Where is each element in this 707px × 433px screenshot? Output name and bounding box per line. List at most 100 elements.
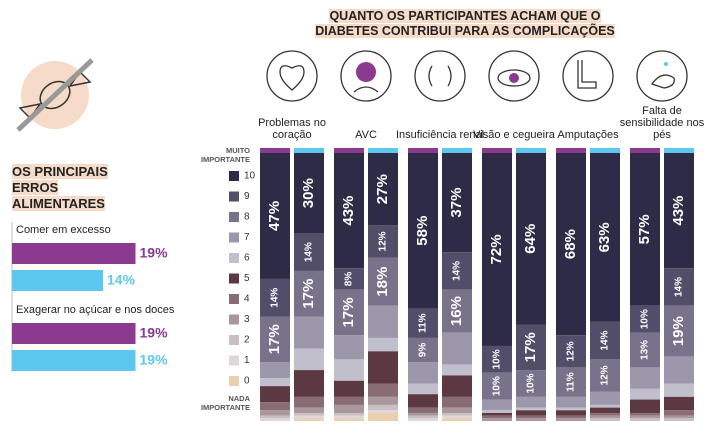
value-label: 10% xyxy=(640,309,651,329)
value-label: 19% xyxy=(140,352,169,368)
bar-segment xyxy=(664,268,694,306)
bar-segment xyxy=(664,305,694,357)
bar-segment xyxy=(482,345,512,373)
panel-title-text: OS PRINCIPAIS ERROS ALIMENTARES xyxy=(12,164,108,211)
value-label: 17% xyxy=(300,279,317,309)
bar-cap xyxy=(260,148,290,153)
bar-segment xyxy=(442,364,472,376)
value-label: 57% xyxy=(636,214,653,244)
bar-segment xyxy=(294,370,324,397)
bar-segment xyxy=(664,415,694,419)
bar-cap xyxy=(368,148,398,153)
value-label: 14% xyxy=(452,261,463,281)
bar-segment xyxy=(482,410,512,413)
bar-segment xyxy=(482,399,512,411)
bar-segment xyxy=(408,407,438,413)
bar xyxy=(12,270,103,291)
legend-swatch xyxy=(229,294,239,304)
legend-label: 2 xyxy=(244,335,250,346)
bar-segment xyxy=(408,308,438,338)
bar-segment xyxy=(442,412,472,416)
bar-segment xyxy=(294,270,324,317)
bar-segment xyxy=(408,337,438,363)
bar-segment xyxy=(442,396,472,408)
bar-segment xyxy=(260,418,290,421)
legend-swatch xyxy=(229,335,239,345)
bar-segment xyxy=(294,396,324,408)
category-label: Exagerar no açúcar e nos doces xyxy=(16,304,175,316)
bar-segment xyxy=(334,404,364,413)
value-label: 37% xyxy=(448,188,465,218)
bar-segment xyxy=(482,372,512,400)
bar-segment xyxy=(442,332,472,365)
bar xyxy=(12,243,136,264)
bar-segment xyxy=(368,404,398,411)
bar-segment xyxy=(294,153,324,234)
value-label: 12% xyxy=(600,365,611,385)
bar-segment xyxy=(442,252,472,290)
bar-segment xyxy=(334,359,364,381)
legend-swatch xyxy=(229,273,239,284)
bar-segment xyxy=(516,415,546,419)
bar-segment xyxy=(368,383,398,397)
bar-cap xyxy=(408,148,438,153)
bar-segment xyxy=(630,412,660,416)
bar-segment xyxy=(408,412,438,416)
bar-segment xyxy=(630,399,660,413)
bar-segment xyxy=(408,153,438,309)
category-label: Comer em excesso xyxy=(16,224,111,236)
legend-label: 9 xyxy=(244,191,250,202)
bar-cap xyxy=(442,148,472,153)
bar-segment xyxy=(442,415,472,419)
bar-segment xyxy=(260,410,290,416)
bar-segment xyxy=(630,367,660,389)
bar-segment xyxy=(260,378,290,387)
value-label: 68% xyxy=(562,229,579,259)
category-label: AVC xyxy=(355,129,377,141)
value-label: 10% xyxy=(526,373,537,393)
bar-segment xyxy=(294,412,324,416)
value-label: 14% xyxy=(674,277,685,297)
bar-segment xyxy=(260,386,290,403)
bar-segment xyxy=(556,335,586,368)
bar-segment xyxy=(408,394,438,408)
value-label: 14% xyxy=(107,272,136,288)
value-label: 19% xyxy=(140,325,169,341)
bar-cap xyxy=(664,148,694,153)
bar-segment xyxy=(630,332,660,368)
bar-segment xyxy=(630,388,660,400)
bar-segment xyxy=(368,305,398,338)
legend-label: 6 xyxy=(244,253,250,264)
category-label: Amputações xyxy=(557,129,619,141)
legend-label: 4 xyxy=(244,294,250,305)
bar-segment xyxy=(334,415,364,419)
bar-segment xyxy=(516,410,546,416)
value-label: 14% xyxy=(270,288,281,308)
bar-segment xyxy=(368,225,398,258)
bar-segment xyxy=(482,418,512,421)
bar-segment xyxy=(368,257,398,306)
bar-segment xyxy=(516,418,546,421)
bar-cap xyxy=(294,148,324,153)
bar-segment xyxy=(294,316,324,349)
bar-segment xyxy=(442,153,472,253)
chart-title: QUANTO OS PARTICIPANTES ACHAM QUE O DIAB… xyxy=(300,9,630,39)
value-label: 63% xyxy=(596,222,613,252)
bar-segment xyxy=(516,324,546,371)
category-label: Visão e cegueira xyxy=(473,129,555,141)
bar-segment xyxy=(368,396,398,405)
value-label: 17% xyxy=(266,324,283,354)
legend-label: 1 xyxy=(244,355,250,366)
value-label: 13% xyxy=(640,340,651,360)
legend-label: 8 xyxy=(244,212,250,223)
bar-segment xyxy=(334,335,364,360)
bar-segment xyxy=(516,396,546,408)
category-label: Insuficiência renal xyxy=(395,129,485,141)
bar-segment xyxy=(294,418,324,421)
bar-segment xyxy=(334,412,364,416)
bar-segment xyxy=(590,404,620,408)
bar-segment xyxy=(408,383,438,395)
bar-segment xyxy=(260,316,290,363)
bar-segment xyxy=(260,415,290,419)
